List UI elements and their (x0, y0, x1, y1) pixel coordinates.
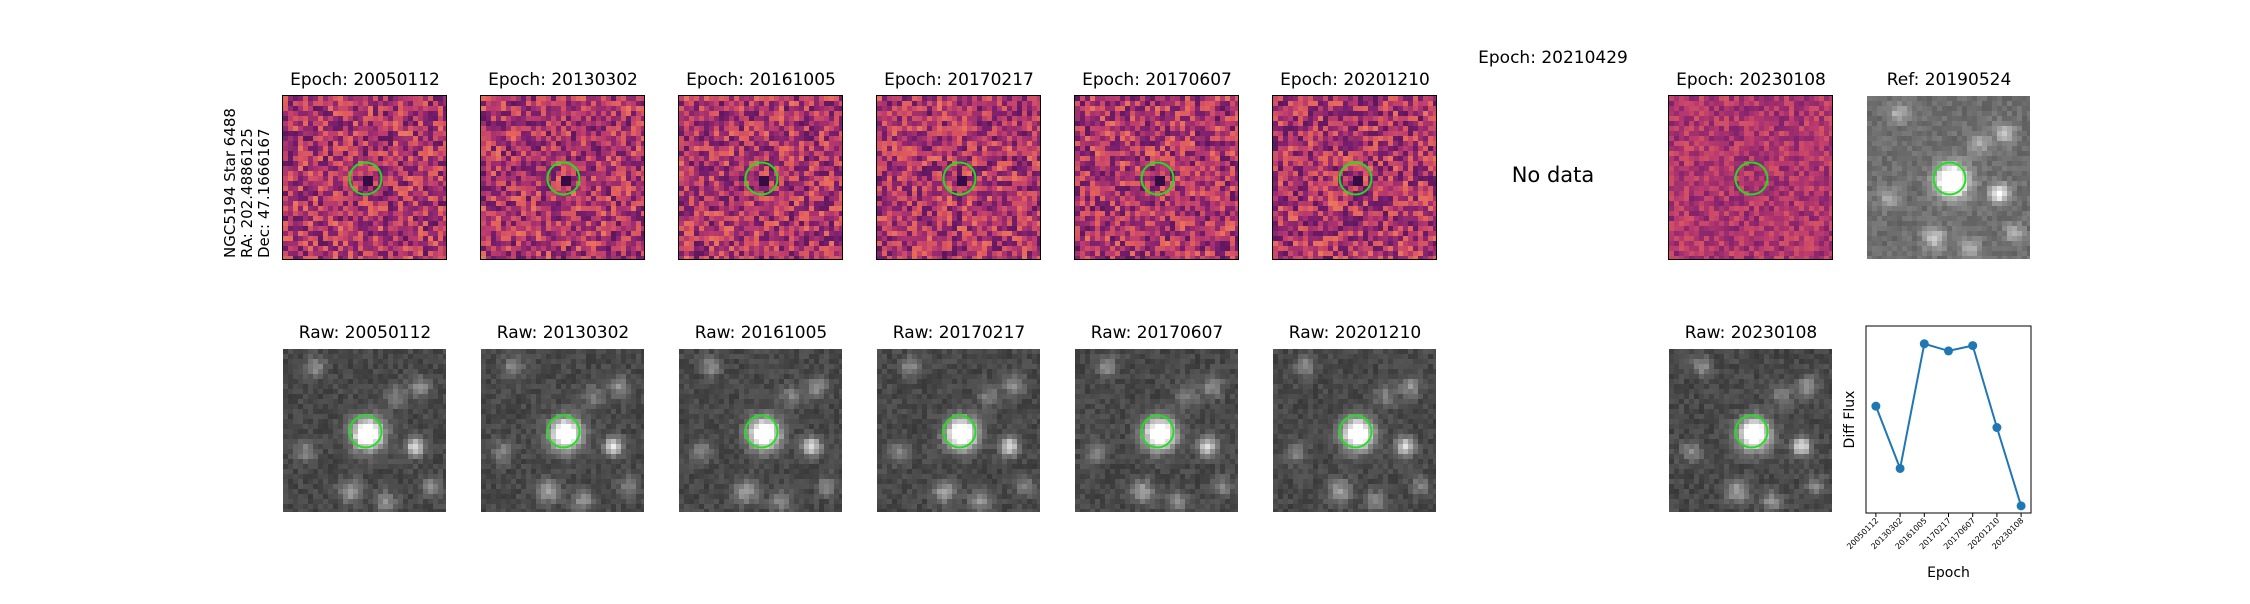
data-point (1920, 339, 1929, 348)
raw-pixels (1273, 349, 1437, 513)
raw-pixels (1669, 349, 1833, 513)
diff-pixels (679, 96, 843, 260)
ref-image (1866, 95, 2031, 260)
diff-title-5: Epoch: 20170607 (1057, 70, 1257, 90)
raw-image-5 (1074, 348, 1239, 513)
series (1871, 339, 2025, 510)
ref-pixels (1867, 96, 2031, 260)
data-point (1896, 464, 1905, 473)
diff-title-8: Epoch: 20230108 (1651, 70, 1851, 90)
diff-title-4: Epoch: 20170217 (859, 70, 1059, 90)
star-name: NGC5194 Star 6488 (222, 98, 239, 258)
diff-image-3 (678, 95, 843, 260)
diff-pixels (1075, 96, 1239, 260)
diff-title-2: Epoch: 20130302 (463, 70, 663, 90)
raw-pixels (481, 349, 645, 513)
y-axis-label: Diff Flux (1842, 391, 1858, 449)
raw-pixels (679, 349, 843, 513)
data-point (1871, 402, 1880, 411)
diff-pixels (877, 96, 1041, 260)
raw-image-1 (282, 348, 447, 513)
raw-title-2: Raw: 20130302 (463, 323, 663, 343)
raw-image-4 (876, 348, 1041, 513)
diff-pixels (481, 96, 645, 260)
raw-image-3 (678, 348, 843, 513)
diffflat-pixels (1669, 96, 1833, 260)
raw-title-1: Raw: 20050112 (265, 323, 465, 343)
data-point (1944, 346, 1953, 355)
diff-title-1: Epoch: 20050112 (265, 70, 465, 90)
raw-image-6 (1272, 348, 1437, 513)
diff-title-7: Epoch: 20210429 (1453, 48, 1653, 68)
raw-pixels (877, 349, 1041, 513)
raw-title-5: Raw: 20170607 (1057, 323, 1257, 343)
diff-title-6: Epoch: 20201210 (1255, 70, 1455, 90)
x-axis-label: Epoch (1927, 565, 1970, 581)
diff-image-6 (1272, 95, 1437, 260)
diff-image-4 (876, 95, 1041, 260)
raw-image-2 (480, 348, 645, 513)
star-ra: RA: 202.4886125 (239, 98, 256, 258)
no-data-text: No data (1453, 163, 1653, 187)
diff-image-1 (282, 95, 447, 260)
diff-pixels (283, 96, 447, 260)
star-label: NGC5194 Star 6488 RA: 202.4886125 Dec: 4… (222, 98, 273, 258)
raw-title-3: Raw: 20161005 (661, 323, 861, 343)
diff-image-8 (1668, 95, 1833, 260)
data-point (1968, 341, 1977, 350)
light-curve-svg: 2005011220130302201610052017021720170607… (1810, 305, 2070, 600)
data-point (1992, 423, 2001, 432)
star-dec: Dec: 47.1666167 (256, 98, 273, 258)
diff-pixels (1273, 96, 1437, 260)
raw-pixels (1075, 349, 1239, 513)
diff-image-2 (480, 95, 645, 260)
data-point (2017, 501, 2026, 510)
raw-pixels (283, 349, 447, 513)
diff-image-5 (1074, 95, 1239, 260)
ref-title: Ref: 20190524 (1849, 70, 2049, 90)
raw-title-6: Raw: 20201210 (1255, 323, 1455, 343)
raw-image-7 (1668, 348, 1833, 513)
raw-title-4: Raw: 20170217 (859, 323, 1059, 343)
diff-title-3: Epoch: 20161005 (661, 70, 861, 90)
x-ticks: 2005011220130302201610052017021720170607… (1845, 513, 2025, 551)
